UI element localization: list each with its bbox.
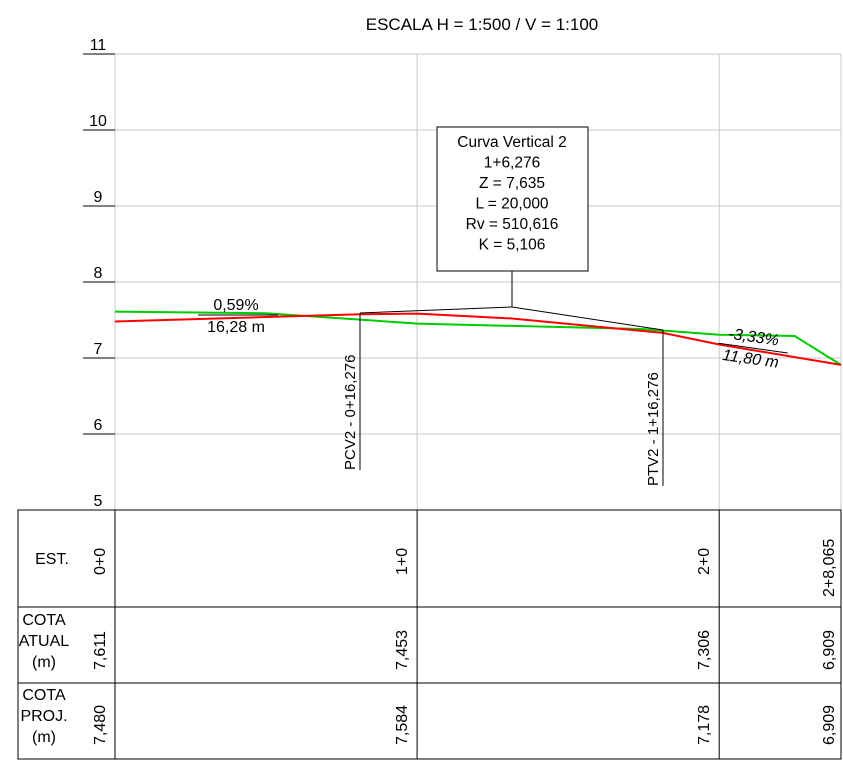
curve-info-text: Curva Vertical 2 1+6,276 Z = 7,635 L = 20,0… [457,134,566,254]
curve-info-line: K = 5,106 [479,237,546,254]
grade-left-length: 16,28 m [207,319,265,336]
grade-left-slope: 0,59% [213,297,258,314]
y-tick-label: 7 [94,341,103,358]
curve-info-line: 1+6,276 [484,155,540,172]
row-label-cota-proj: PROJ. [20,708,67,725]
row-label-cota-atual: (m) [32,654,56,671]
scale-title: ESCALA H = 1:500 / V = 1:100 [366,15,599,34]
station-table: EST. COTA ATUAL (m) COTA PROJ. (m) 0+0 1+0 2+0 2+8… [17,509,842,760]
row-label-cota-atual: ATUAL [19,633,69,650]
curve-info-line: L = 20,000 [475,196,548,213]
cota-proj-value: 7,178 [696,705,713,745]
cota-proj-value: 7,480 [92,705,109,745]
y-tick-label: 11 [90,37,107,54]
existing-ground-line [114,310,842,366]
curve-info-box [436,126,589,272]
station-label: 1+0 [394,548,411,575]
y-axis-labels: 11 10 9 8 7 6 5 [83,37,115,511]
cota-atual-value: 7,453 [394,630,411,670]
curve-leader-left [359,306,513,314]
table-frame [17,509,842,760]
grade-right-divider [718,342,788,354]
curve-info-line: Rv = 510,616 [466,216,559,233]
cota-atual-value: 6,909 [821,630,838,670]
ptv-label: PTV2 - 1+16,276 [645,372,662,486]
cota-proj-value: 6,909 [821,705,838,745]
y-tick-label: 6 [94,417,103,434]
curve-info-line: Curva Vertical 2 [457,134,566,151]
y-tick-label: 8 [94,265,103,282]
grade-right-slope: -3,33% [727,326,780,350]
grid [114,53,842,511]
row-label-est: EST. [35,551,69,568]
pcv-label: PCV2 - 0+16,276 [342,355,359,471]
row-label-cota-proj: COTA [22,687,66,704]
y-tick-label: 5 [94,493,103,510]
proposed-grade-line [114,312,842,366]
cota-proj-value: 7,584 [394,705,411,745]
row-label-cota-proj: (m) [32,729,56,746]
station-label: 2+0 [696,548,713,575]
cota-atual-value: 7,306 [696,630,713,670]
station-label: 0+0 [92,548,109,575]
curve-leader-right [511,306,664,331]
y-tick-label: 9 [94,189,103,206]
grade-right-label: -3,33% 11,80 m [718,326,788,372]
station-label: 2+8,065 [821,539,838,597]
y-tick-label: 10 [89,113,107,130]
cota-atual-value: 7,611 [92,631,109,670]
curve-info-line: Z = 7,635 [479,175,545,192]
row-label-cota-atual: COTA [22,612,66,629]
